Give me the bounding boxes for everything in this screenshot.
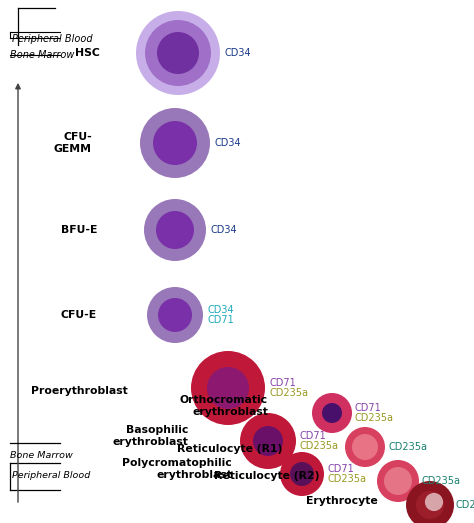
Text: CD235a: CD235a <box>328 474 367 484</box>
Circle shape <box>207 367 249 409</box>
Circle shape <box>312 393 352 433</box>
Circle shape <box>406 481 454 523</box>
Text: CD235a: CD235a <box>355 413 394 423</box>
Circle shape <box>290 462 314 486</box>
Circle shape <box>253 426 283 456</box>
Text: CD235a: CD235a <box>389 442 428 452</box>
Text: CD71: CD71 <box>208 315 235 325</box>
Circle shape <box>157 32 199 74</box>
Text: Peripheral Blood: Peripheral Blood <box>12 34 92 44</box>
Text: Reticulocyte (R1): Reticulocyte (R1) <box>177 444 282 454</box>
Circle shape <box>191 351 265 425</box>
Circle shape <box>240 413 296 469</box>
Text: CD235a: CD235a <box>270 388 309 398</box>
Text: CD235a: CD235a <box>422 476 461 486</box>
Text: CD71: CD71 <box>328 464 355 474</box>
Text: CD235a: CD235a <box>456 500 474 510</box>
Text: CFU-
GEMM: CFU- GEMM <box>54 132 92 154</box>
Text: Polycromatophilic
erythroblast: Polycromatophilic erythroblast <box>122 458 232 480</box>
Circle shape <box>384 467 412 495</box>
Circle shape <box>147 287 203 343</box>
Text: Peripheral Blood: Peripheral Blood <box>12 471 90 480</box>
Text: Basophilic
erythroblast: Basophilic erythroblast <box>112 425 188 447</box>
Circle shape <box>377 460 419 502</box>
Text: Orthocromatic
erythroblast: Orthocromatic erythroblast <box>180 395 268 417</box>
Circle shape <box>153 121 197 165</box>
Text: CD71: CD71 <box>355 403 382 413</box>
Circle shape <box>345 427 385 467</box>
Circle shape <box>156 211 194 249</box>
Circle shape <box>145 20 211 86</box>
Text: CD71: CD71 <box>270 378 297 388</box>
Text: Reticulocyte (R2): Reticulocyte (R2) <box>215 471 320 481</box>
Circle shape <box>425 493 443 511</box>
Text: Bone Marrow: Bone Marrow <box>10 451 73 460</box>
Text: HSC: HSC <box>75 48 100 58</box>
Text: Proerythroblast: Proerythroblast <box>31 386 128 396</box>
Text: CFU-E: CFU-E <box>61 310 97 320</box>
Circle shape <box>136 11 220 95</box>
Text: Bone Marrow: Bone Marrow <box>10 50 74 60</box>
Circle shape <box>144 199 206 261</box>
Text: CD34: CD34 <box>225 48 252 58</box>
Circle shape <box>140 108 210 178</box>
Text: CD235a: CD235a <box>300 441 339 451</box>
Circle shape <box>158 298 192 332</box>
Text: CD34: CD34 <box>215 138 242 148</box>
Text: Erythrocyte: Erythrocyte <box>306 496 378 506</box>
Text: BFU-E: BFU-E <box>61 225 97 235</box>
Circle shape <box>322 403 342 423</box>
Text: CD34: CD34 <box>211 225 237 235</box>
Circle shape <box>280 452 324 496</box>
Text: CD34: CD34 <box>208 305 235 315</box>
Circle shape <box>416 491 444 519</box>
Circle shape <box>352 434 378 460</box>
Text: CD71: CD71 <box>300 431 327 441</box>
